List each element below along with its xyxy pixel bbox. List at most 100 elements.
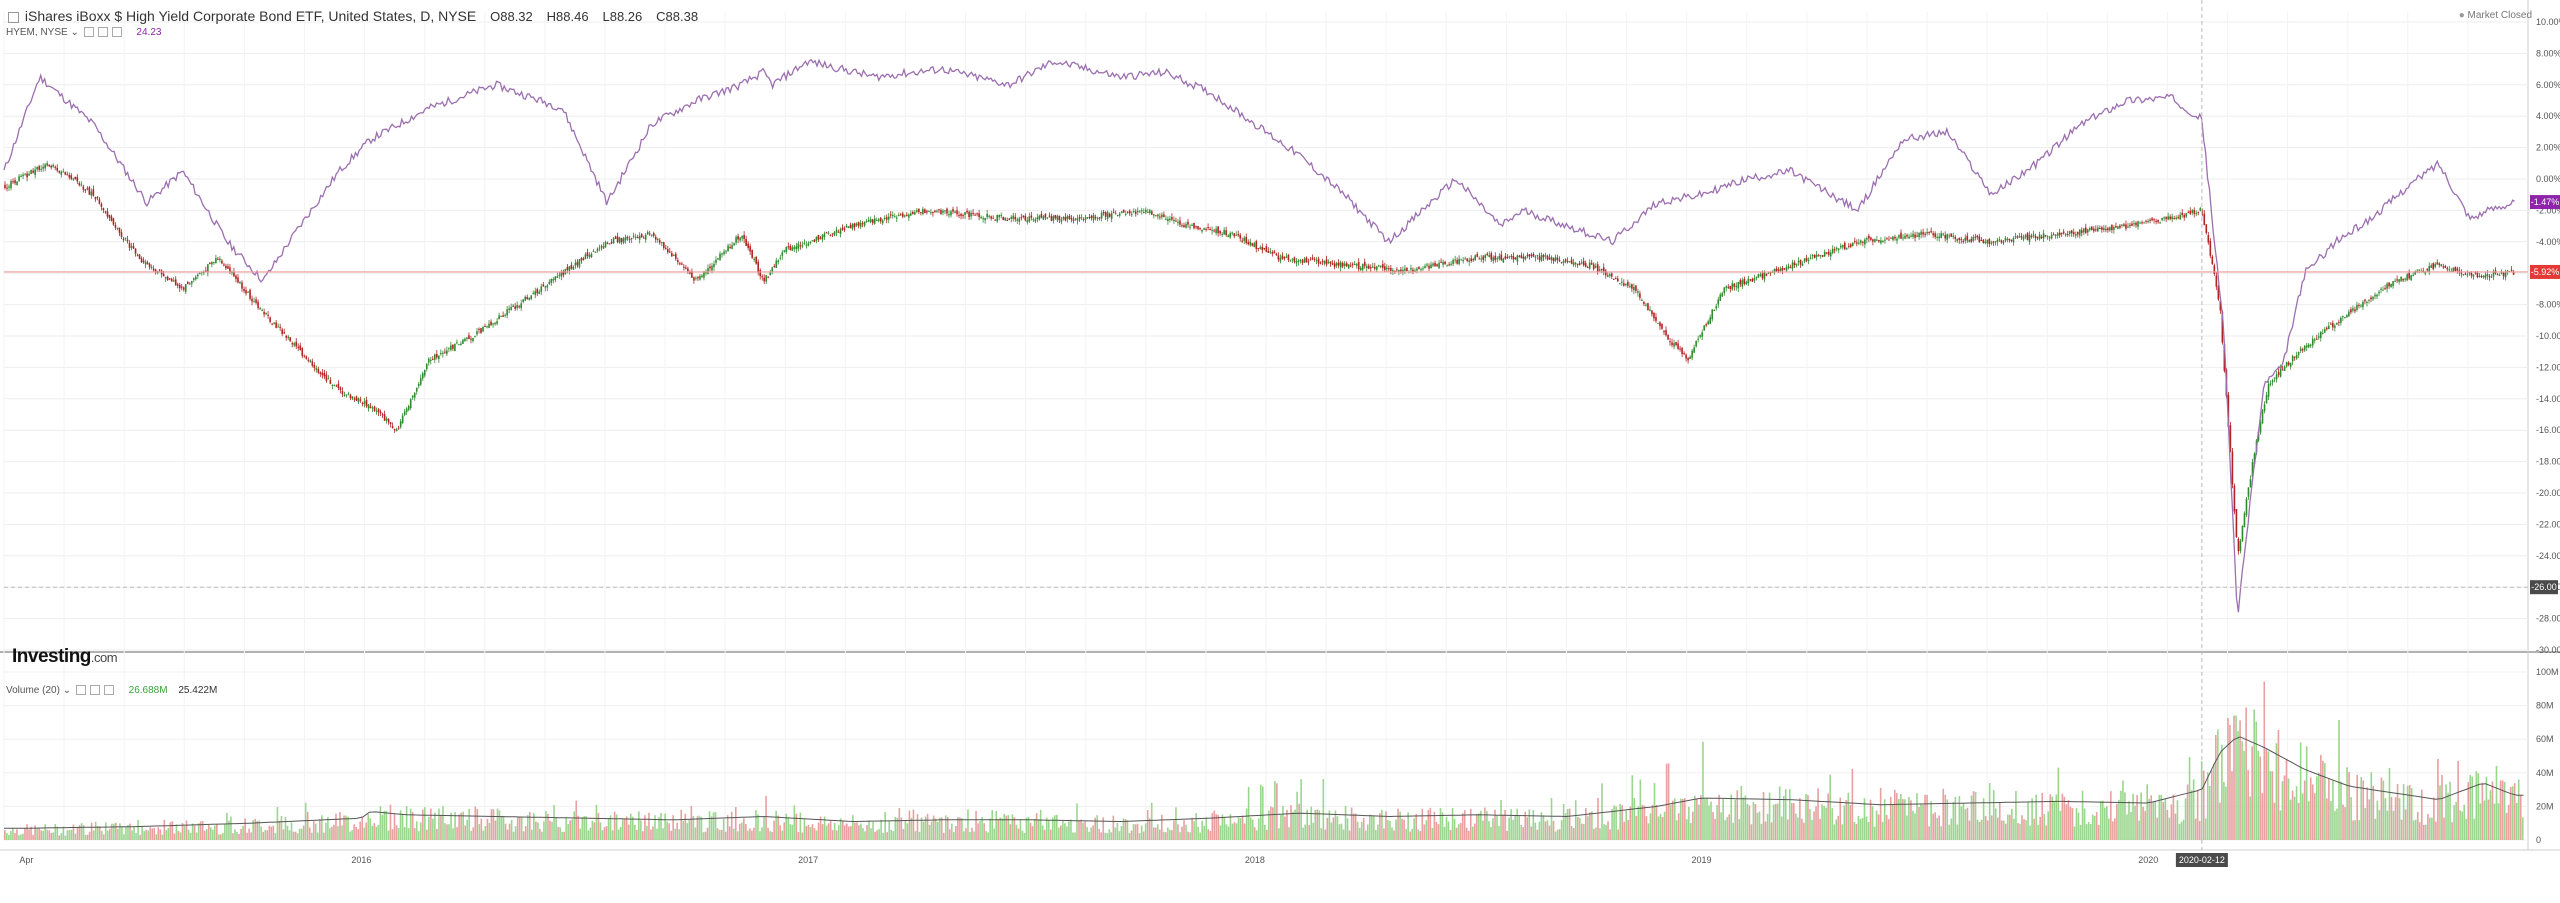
candle-body <box>544 286 547 288</box>
volume-bar <box>1463 810 1466 840</box>
close-icon[interactable] <box>103 685 114 696</box>
candle-body <box>1153 214 1155 216</box>
candle-body <box>1347 264 1350 269</box>
volume-bar <box>60 833 63 840</box>
volume-bar <box>1782 795 1785 840</box>
candle-body <box>1235 234 1238 236</box>
volume-bar <box>2517 779 2520 840</box>
volume-bar <box>1976 819 1979 840</box>
volume-bar <box>1346 818 1349 840</box>
volume-bar <box>1373 815 1375 840</box>
volume-bar <box>1885 815 1888 840</box>
settings-icon[interactable] <box>89 685 100 696</box>
volume-bar <box>1124 819 1127 840</box>
candle-body <box>815 236 818 241</box>
volume-bar <box>339 812 341 840</box>
candle-body <box>1715 306 1718 309</box>
candle-body <box>1655 316 1657 321</box>
candle-body <box>2364 299 2366 302</box>
collapse-icon[interactable] <box>8 11 19 23</box>
volume-bar <box>2105 806 2108 840</box>
volume-bar <box>268 825 271 840</box>
candle-body <box>1685 354 1687 359</box>
candle-body <box>24 173 26 175</box>
candle-body <box>132 246 135 249</box>
candle-body <box>1821 255 1824 257</box>
candle-body <box>2470 272 2473 276</box>
volume-bar <box>983 823 985 840</box>
volume-bar <box>50 832 53 840</box>
volume-bar <box>585 816 588 840</box>
volume-bar <box>1714 818 1716 840</box>
candle-body <box>397 427 400 429</box>
volume-bar <box>2225 786 2227 840</box>
candle-body <box>948 214 950 216</box>
volume-bar <box>2299 742 2302 840</box>
candle-body <box>1283 256 1286 259</box>
volume-bar <box>545 811 547 840</box>
y-tick-label: -18.00% <box>2536 457 2560 467</box>
volume-bar <box>1017 828 1020 840</box>
close-icon[interactable] <box>111 27 122 38</box>
volume-bar <box>839 818 842 840</box>
candle-body <box>1052 215 1055 221</box>
volume-bar <box>290 822 293 840</box>
candle-body <box>2454 266 2457 271</box>
volume-bar <box>2091 814 2094 840</box>
candle-body <box>863 221 866 226</box>
volume-bar <box>819 816 822 840</box>
candle-body <box>1741 280 1744 287</box>
eye-icon[interactable] <box>83 27 94 38</box>
volume-bar <box>2130 811 2132 840</box>
eye-icon[interactable] <box>75 685 86 696</box>
candle-body <box>1691 350 1693 358</box>
candle-body <box>403 411 406 415</box>
candle-body <box>1349 265 1352 267</box>
candle-body <box>92 189 95 196</box>
candle-body <box>508 308 510 311</box>
dropdown-icon[interactable]: ⌄ <box>62 685 72 696</box>
candle-body <box>2261 410 2264 424</box>
candle-body <box>1956 238 1959 241</box>
candle-body <box>1438 262 1440 269</box>
volume-bar <box>700 816 703 840</box>
candle-body <box>98 199 101 204</box>
volume-bar <box>522 831 525 840</box>
volume-bar <box>2192 779 2195 840</box>
candle-body <box>1074 218 1077 220</box>
volume-bar <box>1869 799 1872 840</box>
candle-body <box>2093 228 2095 232</box>
volume-bar <box>1306 809 1308 840</box>
candle-body <box>263 311 265 315</box>
volume-bar <box>1566 809 1569 840</box>
candle-body <box>74 176 77 180</box>
candle-body <box>425 363 428 370</box>
volume-bar <box>397 827 400 840</box>
candle-body <box>855 223 858 226</box>
candle-body <box>2500 272 2503 274</box>
volume-bar <box>1443 826 1446 840</box>
candle-body <box>626 237 629 239</box>
volume-bar <box>969 831 971 840</box>
candle-body <box>1245 236 1248 243</box>
volume-bar <box>1015 824 1018 840</box>
volume-bar <box>1175 807 1177 840</box>
settings-icon[interactable] <box>97 27 108 38</box>
candle-body <box>2197 211 2200 213</box>
volume-bar <box>1223 817 1226 840</box>
candle-body <box>1128 210 1131 214</box>
volume-bar <box>995 811 998 840</box>
dropdown-icon[interactable]: ⌄ <box>70 27 79 38</box>
candle-body <box>2169 216 2171 220</box>
volume-bar <box>1326 817 1329 840</box>
candle-body <box>530 295 533 299</box>
candle-body <box>799 245 802 247</box>
volume-bar <box>228 820 230 840</box>
candle-body <box>1466 258 1468 261</box>
candle-body <box>1169 218 1171 220</box>
candle-body <box>2448 269 2451 271</box>
candle-body <box>1371 266 1374 268</box>
candle-body <box>833 232 836 236</box>
volume-bar <box>1843 805 1846 840</box>
